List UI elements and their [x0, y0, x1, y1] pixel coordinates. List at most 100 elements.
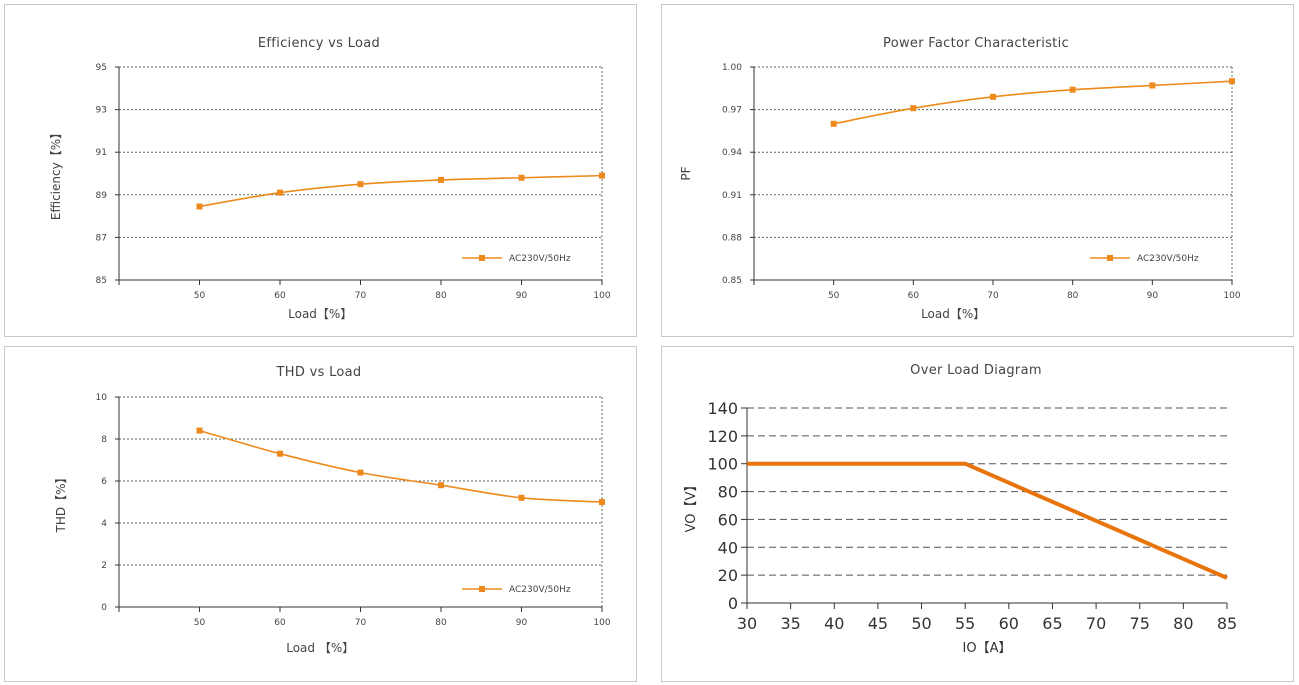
- x-axis-label: IO【A】: [963, 641, 1012, 656]
- chart-svg: Efficiency vs Load 85 87 89 91 93 95 50 60 70 80 90…: [49, 36, 611, 321]
- y-tick-label: 2: [101, 561, 107, 571]
- thd-chart-panel: THD vs Load 0 2 4 6 8 10 50 60 70 80 90 100 Load 【%】 T…: [4, 346, 637, 682]
- x-tick-label: 100: [593, 291, 610, 301]
- data-point-marker: [830, 120, 837, 127]
- data-point-marker: [910, 105, 917, 112]
- y-axis-label: PF: [679, 166, 693, 180]
- x-tick-label: 80: [435, 618, 447, 628]
- legend-marker: [479, 255, 485, 261]
- series-line: [833, 80, 1233, 125]
- y-axis-label: Efficiency【%】: [49, 127, 63, 220]
- x-axis-label: Load 【%】: [286, 641, 354, 655]
- data-point-marker: [1229, 78, 1235, 85]
- y-tick-label: 20: [718, 566, 738, 585]
- y-tick-label: 91: [96, 148, 107, 158]
- data-point-marker: [357, 469, 364, 476]
- y-tick-label: 93: [96, 106, 107, 116]
- data-point-marker: [277, 189, 283, 196]
- y-tick-label: 0: [101, 603, 107, 613]
- chart-svg: THD vs Load 0 2 4 6 8 10 50 60 70 80 90 100 Load 【%】 T…: [54, 365, 611, 655]
- y-tick-label: 0.91: [722, 191, 742, 201]
- series-line: [747, 461, 1228, 580]
- data-point-marker: [599, 172, 605, 179]
- y-tick-label: 120: [707, 427, 738, 446]
- y-tick-label: 4: [101, 519, 107, 529]
- y-tick-label: 0.88: [722, 233, 742, 243]
- x-tick-label: 90: [516, 291, 528, 301]
- y-tick-label: 0.97: [722, 106, 742, 116]
- x-tick-label: 100: [1223, 291, 1240, 301]
- data-point-marker: [1149, 82, 1156, 89]
- y-tick-label: 1.00: [722, 63, 742, 73]
- x-tick-label: 80: [1067, 291, 1079, 301]
- y-tick-label: 95: [96, 63, 107, 73]
- overload-chart-panel: Over Load Diagram 0 20 40 60 80 100 120 140 30 35 4…: [661, 346, 1294, 682]
- power-factor-chart-panel: Power Factor Characteristic 0.85 0.88 0.91 0…: [661, 4, 1294, 337]
- chart-title: THD vs Load: [276, 365, 362, 380]
- x-tick-label: 80: [1173, 614, 1193, 633]
- x-tick-label: 60: [274, 618, 286, 628]
- x-tick-label: 100: [593, 618, 610, 628]
- y-tick-label: 100: [707, 455, 738, 474]
- y-tick-label: 60: [718, 510, 738, 529]
- y-tick-label: 40: [718, 538, 738, 557]
- y-tick-label: 10: [96, 393, 108, 403]
- efficiency-chart-panel: Efficiency vs Load 85 87 89 91 93 95 50 60 70 80 90…: [4, 4, 637, 337]
- data-point-marker: [196, 203, 203, 210]
- legend-marker: [479, 586, 485, 592]
- data-point-marker: [599, 499, 605, 505]
- x-tick-label: 90: [516, 618, 528, 628]
- y-tick-label: 0.94: [722, 148, 742, 158]
- series-line: [199, 174, 603, 208]
- data-point-marker: [438, 176, 444, 183]
- x-tick-label: 80: [435, 291, 447, 301]
- y-tick-label: 6: [101, 477, 107, 487]
- x-tick-label: 40: [824, 614, 844, 633]
- x-tick-label: 70: [987, 291, 999, 301]
- chart-svg: Power Factor Characteristic 0.85 0.88 0.91 0…: [679, 36, 1241, 321]
- data-point-marker: [518, 174, 525, 181]
- data-point-marker: [196, 427, 203, 434]
- x-tick-label: 35: [780, 614, 800, 633]
- y-axis-label: THD【%】: [54, 472, 68, 534]
- data-point-marker: [277, 450, 283, 457]
- x-tick-label: 45: [868, 614, 888, 633]
- legend-label: AC230V/50Hz: [1137, 254, 1199, 264]
- x-tick-label: 50: [911, 614, 931, 633]
- legend-marker: [1107, 255, 1113, 261]
- x-tick-label: 60: [908, 291, 920, 301]
- y-tick-label: 89: [96, 191, 108, 201]
- x-tick-label: 30: [737, 614, 757, 633]
- y-tick-label: 140: [707, 399, 738, 418]
- y-tick-label: 0.85: [722, 276, 742, 286]
- x-tick-label: 65: [1042, 614, 1062, 633]
- y-tick-label: 0: [728, 594, 738, 613]
- chart-title: Efficiency vs Load: [258, 36, 380, 51]
- chart-title: Power Factor Characteristic: [883, 36, 1069, 51]
- x-tick-label: 70: [355, 618, 367, 628]
- x-tick-label: 70: [1086, 614, 1106, 633]
- data-point-marker: [990, 93, 996, 100]
- x-tick-label: 50: [194, 291, 206, 301]
- x-tick-label: 60: [274, 291, 286, 301]
- y-tick-label: 80: [718, 483, 738, 502]
- series-line: [199, 429, 603, 503]
- data-point-marker: [1069, 86, 1076, 93]
- chart-svg: Over Load Diagram 0 20 40 60 80 100 120 140 30 35 4…: [684, 363, 1237, 656]
- legend-label: AC230V/50Hz: [509, 254, 571, 264]
- chart-title: Over Load Diagram: [910, 363, 1042, 378]
- y-tick-label: 8: [101, 435, 107, 445]
- x-tick-label: 70: [355, 291, 367, 301]
- data-point-marker: [357, 181, 364, 188]
- x-tick-label: 50: [194, 618, 206, 628]
- data-point-marker: [438, 482, 444, 489]
- x-tick-label: 85: [1217, 614, 1237, 633]
- y-axis-label: VO【V】: [684, 479, 699, 533]
- data-point-marker: [518, 494, 525, 501]
- x-tick-label: 60: [999, 614, 1019, 633]
- x-axis-label: Load【%】: [288, 307, 352, 321]
- x-axis-label: Load【%】: [921, 307, 985, 321]
- x-tick-label: 75: [1130, 614, 1150, 633]
- x-tick-label: 50: [828, 291, 840, 301]
- x-tick-label: 55: [955, 614, 975, 633]
